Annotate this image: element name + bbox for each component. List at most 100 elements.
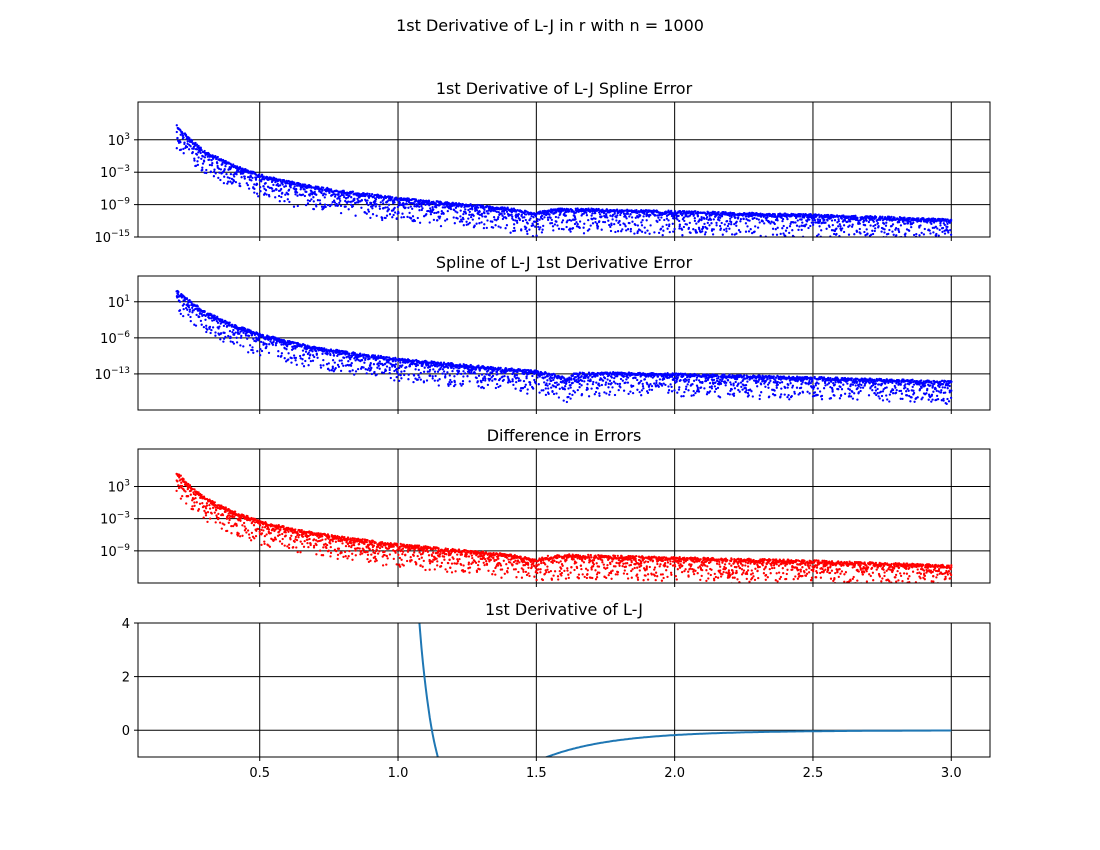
data-point	[340, 362, 344, 365]
data-point	[895, 234, 898, 237]
data-point	[499, 384, 502, 388]
data-point	[769, 222, 772, 225]
data-point	[424, 203, 427, 206]
data-point	[483, 208, 486, 211]
data-point	[278, 200, 281, 203]
data-point	[209, 331, 212, 335]
data-point	[433, 211, 436, 215]
data-point	[788, 231, 791, 235]
data-point	[219, 338, 222, 341]
data-point	[442, 370, 446, 373]
data-point	[733, 222, 736, 226]
data-point	[623, 375, 626, 378]
data-point	[277, 354, 280, 358]
data-point	[627, 392, 630, 396]
data-point	[310, 198, 313, 201]
data-point	[229, 340, 232, 343]
data-point	[874, 223, 877, 227]
data-point	[294, 356, 298, 360]
data-point	[678, 225, 681, 228]
data-point	[546, 375, 549, 378]
data-point	[570, 377, 573, 380]
data-point	[256, 350, 259, 353]
data-point	[601, 379, 605, 382]
data-point	[869, 224, 872, 227]
data-point	[613, 212, 616, 215]
data-point	[351, 204, 355, 208]
data-point	[201, 162, 205, 165]
data-point	[676, 376, 679, 379]
data-point	[619, 386, 622, 389]
data-point	[554, 385, 557, 388]
data-point	[396, 371, 399, 374]
data-point	[697, 211, 700, 214]
data-point	[362, 366, 365, 369]
data-point	[314, 349, 318, 353]
data-point	[537, 371, 540, 374]
data-point	[551, 225, 555, 228]
data-point	[744, 230, 748, 233]
data-point	[400, 370, 403, 373]
data-point	[578, 220, 582, 223]
data-point	[234, 331, 237, 334]
data-point	[439, 224, 443, 228]
data-point	[537, 225, 540, 229]
data-point	[725, 227, 728, 230]
data-point	[505, 217, 508, 220]
data-point	[221, 163, 224, 166]
data-point	[730, 220, 733, 224]
data-point	[350, 362, 353, 365]
y-tick-label: 10−15	[94, 229, 130, 246]
data-point	[214, 334, 217, 337]
data-point	[364, 368, 367, 371]
data-point	[936, 227, 939, 230]
data-point	[580, 375, 583, 378]
data-point	[185, 145, 189, 149]
data-point	[460, 218, 463, 221]
data-point	[727, 222, 730, 226]
data-point	[371, 213, 375, 216]
data-point	[235, 173, 238, 176]
data-point	[202, 325, 206, 329]
data-point	[784, 229, 788, 232]
data-point	[259, 190, 262, 193]
data-point	[643, 378, 647, 381]
data-point	[560, 221, 564, 224]
data-point	[342, 356, 346, 360]
data-point	[179, 141, 182, 144]
data-point	[414, 364, 418, 368]
data-point	[374, 198, 378, 201]
data-point	[622, 389, 626, 392]
data-point	[198, 150, 201, 153]
data-point	[275, 188, 278, 191]
data-point	[573, 222, 577, 226]
data-point	[536, 217, 539, 221]
data-point	[563, 381, 566, 384]
data-point	[949, 219, 953, 223]
data-point	[175, 147, 178, 150]
data-point	[673, 227, 676, 231]
data-point	[301, 358, 304, 361]
data-point	[196, 305, 199, 308]
data-point	[446, 209, 449, 213]
data-point	[568, 378, 571, 381]
data-point	[534, 382, 537, 385]
data-point	[313, 190, 316, 194]
data-point	[588, 228, 591, 231]
data-point	[666, 376, 669, 380]
data-point	[532, 387, 535, 390]
data-point	[732, 212, 736, 215]
data-point	[594, 375, 597, 378]
data-point	[179, 312, 182, 316]
data-point	[636, 230, 639, 233]
data-point	[540, 231, 544, 234]
data-point	[323, 347, 326, 350]
data-point	[285, 179, 288, 183]
data-point	[486, 383, 490, 387]
data-point	[532, 224, 535, 227]
data-point	[412, 198, 416, 201]
data-point	[803, 225, 807, 228]
data-point	[206, 155, 209, 158]
data-point	[413, 205, 416, 208]
data-series	[175, 289, 953, 406]
